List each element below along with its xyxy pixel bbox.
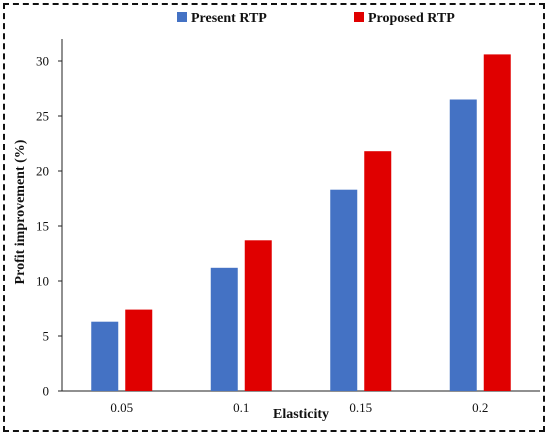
legend-swatch-present-rtp <box>177 12 187 22</box>
y-tick-label: 25 <box>36 109 49 124</box>
bar-proposed-rtp-0.15 <box>364 151 392 391</box>
x-tick-label: 0.15 <box>349 400 372 415</box>
bars <box>91 54 511 392</box>
bar-present-rtp-0.1 <box>210 267 238 391</box>
bar-present-rtp-0.05 <box>91 321 119 391</box>
legend-label-present-rtp: Present RTP <box>191 11 267 26</box>
y-tick-label: 5 <box>43 329 50 344</box>
bar-present-rtp-0.15 <box>330 189 358 391</box>
bar-proposed-rtp-0.2 <box>483 54 511 392</box>
bar-present-rtp-0.2 <box>449 99 477 391</box>
y-tick-label: 20 <box>36 164 49 179</box>
x-tick-labels: 0.05 0.1 0.15 0.2 <box>110 400 488 415</box>
x-tick-label: 0.05 <box>110 400 133 415</box>
legend-label-proposed-rtp: Proposed RTP <box>368 11 455 26</box>
x-tick-label: 0.2 <box>472 400 488 415</box>
y-tick-label: 30 <box>36 54 49 69</box>
bar-proposed-rtp-0.05 <box>125 309 153 391</box>
bar-proposed-rtp-0.1 <box>244 240 272 391</box>
x-axis-title: Elasticity <box>273 407 329 422</box>
y-tick-label: 15 <box>36 219 49 234</box>
legend-swatch-proposed-rtp <box>354 12 364 22</box>
legend: Present RTP Proposed RTP <box>177 11 455 26</box>
y-tick-labels: 0 5 10 15 20 25 30 <box>36 54 62 399</box>
y-tick-label: 10 <box>36 274 49 289</box>
x-tick-label: 0.1 <box>233 400 249 415</box>
y-axis-title: Profit improvement (%) <box>13 139 28 284</box>
y-tick-label: 0 <box>43 384 50 399</box>
